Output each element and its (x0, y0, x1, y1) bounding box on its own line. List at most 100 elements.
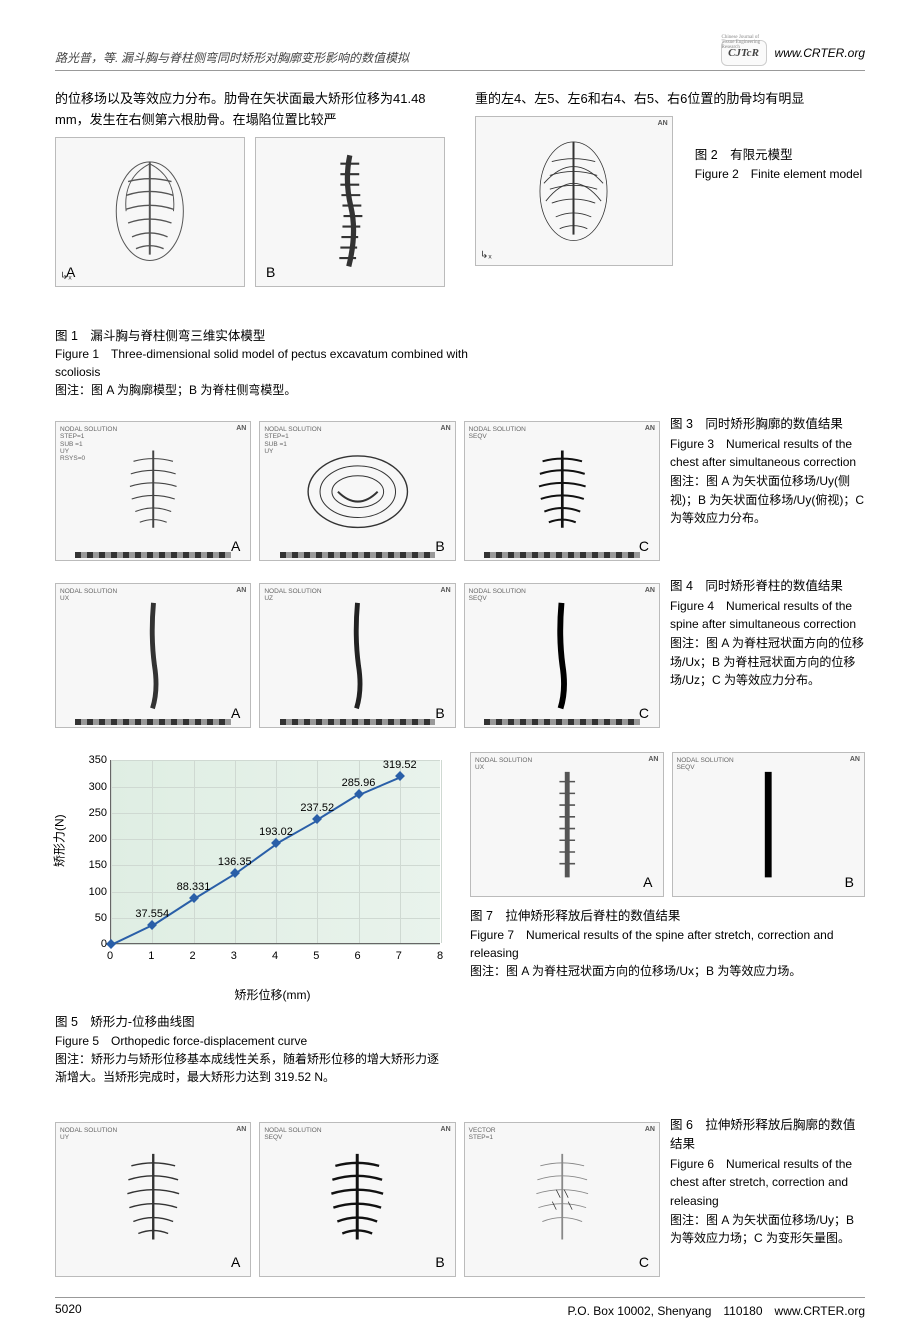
chart-ytick: 300 (83, 781, 107, 793)
panel-label: A (231, 1254, 240, 1270)
spine-dark-icon (751, 766, 785, 883)
chart-xtick: 0 (107, 950, 113, 962)
fig4-title-en: Figure 4 Numerical results of the spine … (670, 597, 865, 634)
panel-meta: NODAL SOLUTIONUX (60, 588, 117, 602)
panel-label: B (266, 264, 275, 280)
an-tag: AN (236, 587, 246, 594)
footer-address: P.O. Box 10002, Shenyang 110180 www.CRTE… (567, 1302, 865, 1319)
footer-page-number: 5020 (55, 1302, 82, 1319)
fig6-row: NODAL SOLUTIONUY AN A NODAL SOLUTIONSEQV… (55, 1116, 865, 1277)
chart-xtick: 2 (189, 950, 195, 962)
fig6-title-en: Figure 6 Numerical results of the chest … (670, 1155, 865, 1211)
spine-icon (136, 597, 171, 714)
panel-label: C (639, 538, 649, 554)
an-tag: AN (236, 425, 246, 432)
an-tag: AN (658, 120, 668, 127)
fig6-panel-b: NODAL SOLUTIONSEQV AN B (259, 1122, 455, 1277)
fig4-title-cn: 图 4 同时矫形脊柱的数值结果 (670, 577, 865, 596)
panel-label: A (231, 538, 240, 554)
panel-label: B (435, 1254, 444, 1270)
panel-label: B (435, 538, 444, 554)
chart-ytick: 350 (83, 754, 107, 766)
chart-xtick: 1 (148, 950, 154, 962)
chart-ytick: 150 (83, 859, 107, 871)
fig7-title-en: Figure 7 Numerical results of the spine … (470, 926, 865, 962)
chart-xtick: 7 (396, 950, 402, 962)
scalebar-icon (75, 719, 230, 725)
left-column: 的位移场以及等效应力分布。肋骨在矢状面最大矫形位移为41.48 mm，发生在右侧… (55, 89, 445, 287)
an-tag: AN (236, 1126, 246, 1133)
panel-meta: NODAL SOLUTIONUZ (264, 588, 321, 602)
panel-label: C (639, 705, 649, 721)
fig5-caption: 图 5 矫形力-位移曲线图 Figure 5 Orthopedic force-… (55, 1013, 450, 1086)
panel-label: A (643, 874, 652, 890)
an-tag: AN (441, 425, 451, 432)
fig5-note: 图注：矫形力与矫形位移基本成线性关系，随着矫形位移的增大矫形力逐渐增大。当矫形完… (55, 1050, 450, 1086)
fig6-caption: 图 6 拉伸矫形释放后胸廓的数值结果 Figure 6 Numerical re… (660, 1116, 865, 1248)
fig4-row: NODAL SOLUTIONUX AN A NODAL SOLUTIONUZ A… (55, 577, 865, 728)
an-tag: AN (441, 1126, 451, 1133)
fig2-panel: AN ↳ₓ (475, 116, 673, 266)
fig1-note: 图注：图 A 为胸廓模型；B 为脊柱侧弯模型。 (55, 381, 475, 399)
panel-meta: NODAL SOLUTIONUX (475, 757, 532, 771)
fig3-panels: NODAL SOLUTIONSTEP=1SUB =1UYRSYS=0 AN A … (55, 421, 660, 561)
fig3-title-cn: 图 3 同时矫形胸廓的数值结果 (670, 415, 865, 434)
an-tag: AN (441, 587, 451, 594)
chart-ytick: 200 (83, 833, 107, 845)
panel-label: B (845, 874, 854, 890)
chart-point-label: 88.331 (177, 881, 211, 893)
scalebar-icon (280, 552, 435, 558)
ribcage-icon (84, 152, 216, 270)
panel-label: B (435, 705, 444, 721)
fig1-panel-a: A ↳ₓ (55, 137, 245, 287)
ribcage-dark-icon (504, 438, 621, 546)
panel-meta: VECTORSTEP=1 (469, 1127, 496, 1141)
panel-meta: NODAL SOLUTIONSEQV (469, 426, 526, 440)
spine-icon (340, 597, 375, 714)
fig1-panels: A ↳ₓ B (55, 137, 445, 287)
panel-meta: NODAL SOLUTIONSTEP=1SUB =1UYRSYS=0 (60, 426, 117, 462)
fig3-caption: 图 3 同时矫形胸廓的数值结果 Figure 3 Numerical resul… (660, 415, 865, 527)
chart-ytick: 250 (83, 807, 107, 819)
body-para-right: 重的左4、左5、左6和右4、右5、右6位置的肋骨均有明显 (475, 89, 865, 110)
ribcage-icon (93, 1140, 213, 1259)
fig6-panels: NODAL SOLUTIONUY AN A NODAL SOLUTIONSEQV… (55, 1122, 660, 1277)
ribcage-vector-icon (502, 1140, 622, 1259)
fig2-title-cn: 图 2 有限元模型 (695, 146, 865, 165)
fig7-title-cn: 图 7 拉伸矫形释放后脊柱的数值结果 (470, 907, 865, 926)
fig3-note: 图注：图 A 为矢状面位移场/Uy(侧视)；B 为矢状面位移场/Uy(俯视)；C… (670, 472, 865, 528)
scalebar-icon (75, 552, 230, 558)
fig4-note: 图注：图 A 为脊柱冠状面方向的位移场/Ux；B 为脊柱冠状面方向的位移场/Uz… (670, 634, 865, 690)
chart-ytick: 50 (83, 912, 107, 924)
fig7-panel-a: NODAL SOLUTIONUX AN A (470, 752, 664, 897)
fig5-block: 矫形力(N) 37.55488.331136.35193.02237.52285… (55, 742, 450, 1086)
an-tag: AN (645, 1126, 655, 1133)
fig1-panel-b: B (255, 137, 445, 287)
panel-meta: NODAL SOLUTIONUY (60, 1127, 117, 1141)
an-tag: AN (648, 756, 658, 763)
fig3-panel-b: NODAL SOLUTIONSTEP=1SUB =1UY AN B (259, 421, 455, 561)
running-head-text: 路光普，等. 漏斗胸与脊柱侧弯同时矫形对胸廓变形影响的数值模拟 (55, 49, 409, 66)
spine-icon (331, 149, 369, 275)
axis-icon: ↳ₓ (60, 271, 72, 282)
chart-point-label: 193.02 (259, 826, 293, 838)
fig7-caption: 图 7 拉伸矫形释放后脊柱的数值结果 Figure 7 Numerical re… (470, 907, 865, 980)
fig7-block: NODAL SOLUTIONUX AN A NODAL SOL (470, 742, 865, 1086)
scalebar-icon (484, 552, 639, 558)
fig6-panel-c: VECTORSTEP=1 AN C (464, 1122, 660, 1277)
scalebar-icon (484, 719, 639, 725)
fig7-note: 图注：图 A 为脊柱冠状面方向的位移场/Ux；B 为等效应力场。 (470, 962, 865, 980)
chart-ytick: 100 (83, 886, 107, 898)
ribcage-top-icon (282, 442, 434, 541)
logo-subtitle: Chinese Journal of Tissue Engineering Re… (722, 35, 764, 50)
chart-point-label: 285.96 (342, 777, 376, 789)
panel-meta: NODAL SOLUTIONSEQV (264, 1127, 321, 1141)
fig7-panel-b: NODAL SOLUTIONSEQV AN B (672, 752, 866, 897)
fig6-panel-a: NODAL SOLUTIONUY AN A (55, 1122, 251, 1277)
fig5-fig7-row: 矫形力(N) 37.55488.331136.35193.02237.52285… (55, 742, 865, 1086)
page: 路光普，等. 漏斗胸与脊柱侧弯同时矫形对胸廓变形影响的数值模拟 Chinese … (0, 0, 920, 1339)
chart-xtick: 6 (354, 950, 360, 962)
fig1-caption: 图 1 漏斗胸与脊柱侧弯三维实体模型 Figure 1 Three-dimens… (55, 327, 475, 400)
page-footer: 5020 P.O. Box 10002, Shenyang 110180 www… (55, 1297, 865, 1319)
fig3-title-en: Figure 3 Numerical results of the chest … (670, 435, 865, 472)
